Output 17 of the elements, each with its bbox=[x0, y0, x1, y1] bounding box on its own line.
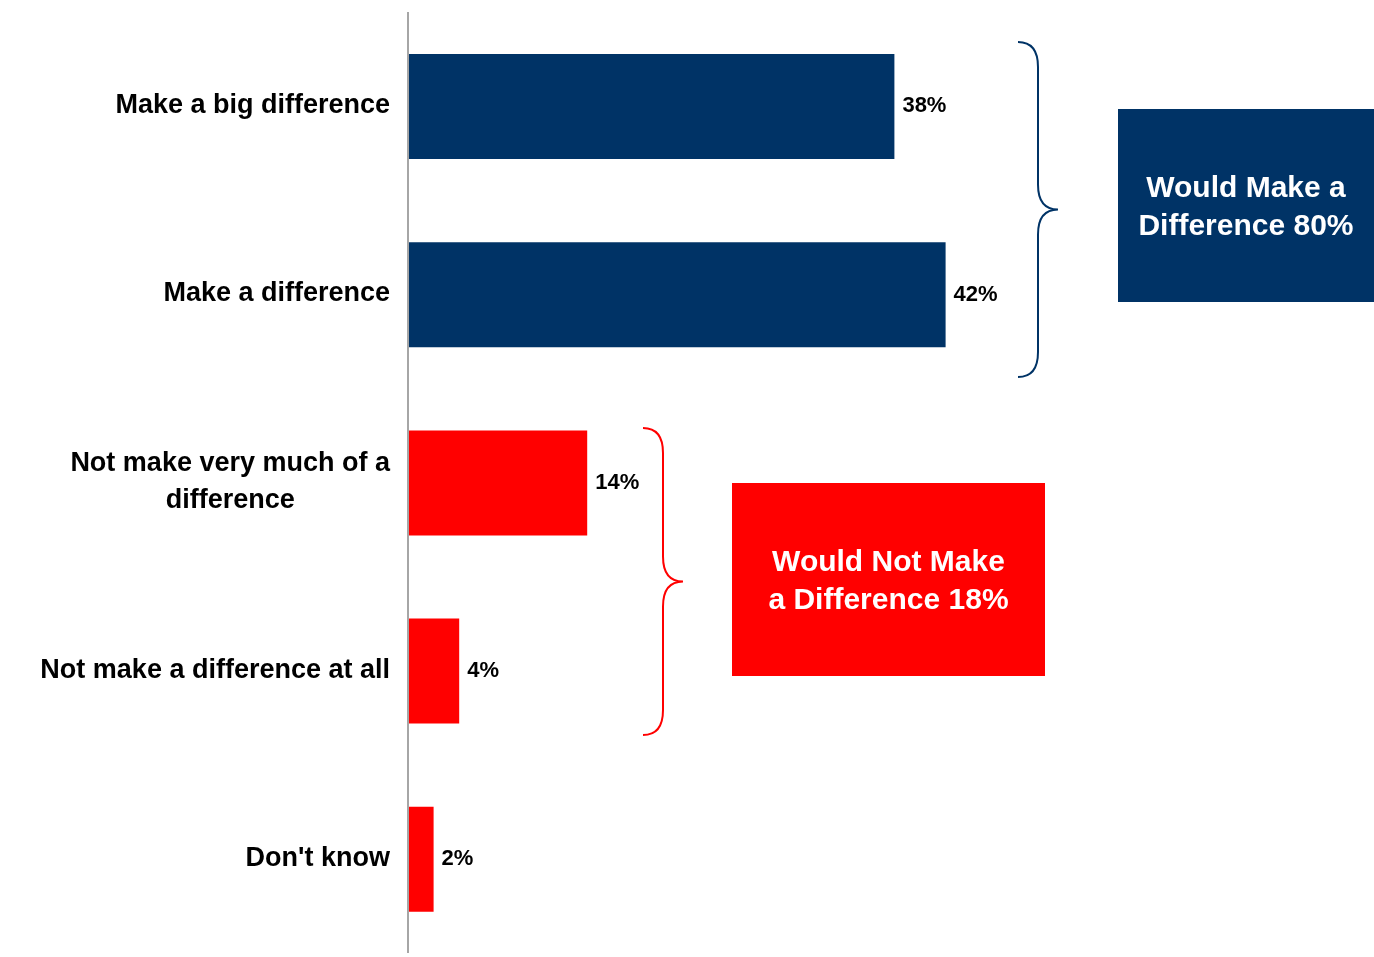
data-label: 4% bbox=[467, 656, 499, 682]
y-tick-label: Don't know bbox=[245, 842, 391, 873]
callout-panel: Would Not Make a Difference 18% bbox=[732, 483, 1045, 676]
y-tick-label: Not make a difference at all bbox=[40, 653, 390, 684]
data-label: 2% bbox=[441, 845, 474, 871]
y-tick-label: Make a difference bbox=[163, 277, 390, 308]
data-label: 42% bbox=[953, 280, 998, 306]
bar bbox=[408, 430, 588, 536]
data-label: 14% bbox=[595, 468, 640, 494]
bar bbox=[408, 806, 434, 912]
y-tick-label: Not make very much of a difference bbox=[70, 447, 391, 515]
bar bbox=[408, 54, 895, 159]
callout-panel: Would Make a Difference 80% bbox=[1118, 109, 1374, 302]
bar bbox=[408, 618, 460, 724]
y-tick-label: Make a big difference bbox=[115, 89, 390, 120]
data-label: 38% bbox=[902, 92, 947, 118]
bar bbox=[408, 242, 946, 348]
